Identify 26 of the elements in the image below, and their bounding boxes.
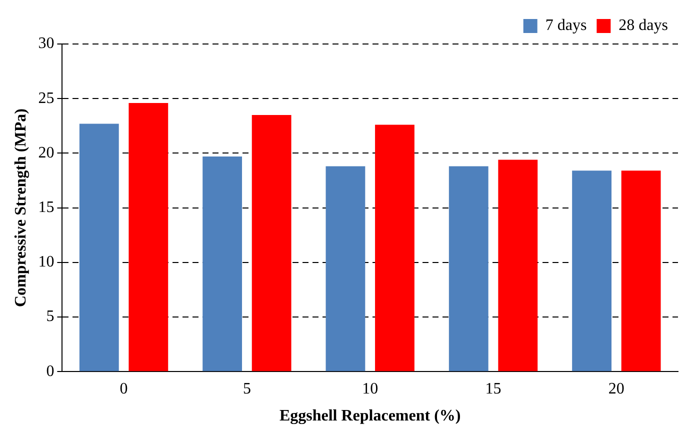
y-tick-label: 10 [38, 254, 54, 271]
bar [252, 114, 292, 372]
y-tick-label: 25 [38, 90, 54, 107]
bar [202, 156, 242, 372]
y-tick-label: 30 [38, 35, 54, 52]
y-tick-label: 0 [46, 362, 54, 380]
bar [375, 124, 414, 372]
x-axis-title: Eggshell Replacement (%) [279, 408, 461, 425]
bar [621, 170, 661, 372]
x-tick-label: 20 [608, 380, 624, 398]
x-tick-label: 5 [242, 380, 251, 398]
bar [448, 166, 488, 372]
y-tick-label: 15 [38, 199, 54, 216]
y-tick-label: 20 [38, 144, 54, 162]
bar [128, 102, 168, 372]
bar [79, 124, 119, 372]
y-tick-label: 5 [46, 308, 54, 326]
x-tick-label: 15 [485, 380, 502, 398]
bar [572, 170, 612, 372]
x-tick-label: 10 [362, 380, 378, 398]
legend-label: 7 days [545, 17, 587, 34]
y-axis-title: Compressive Strength (MPa) [12, 108, 30, 308]
bar [326, 166, 366, 372]
x-tick-label: 0 [120, 380, 128, 398]
bar [498, 160, 538, 372]
legend-label: 28 days [618, 17, 668, 34]
